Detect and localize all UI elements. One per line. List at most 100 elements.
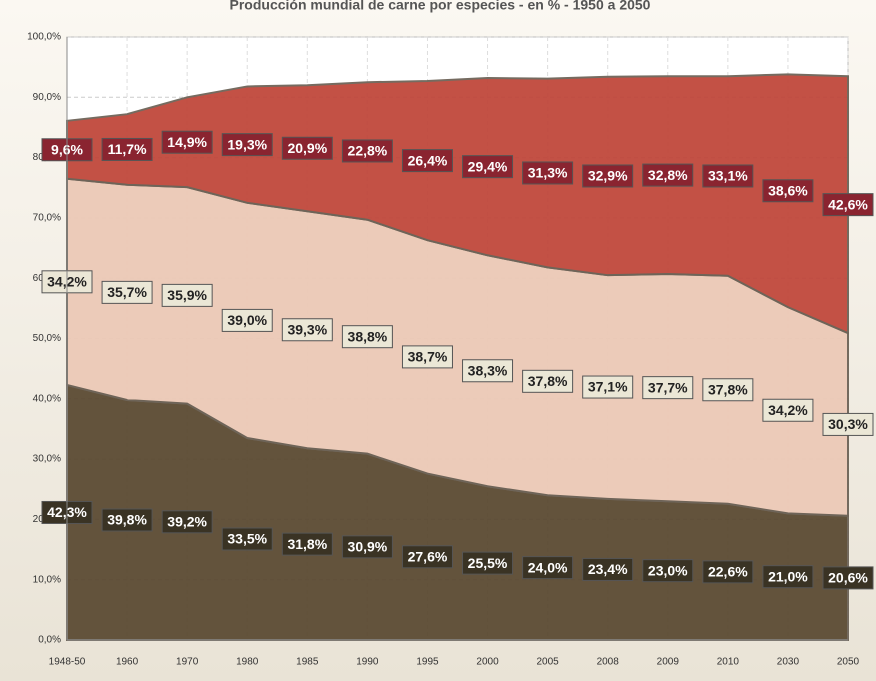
data-label-box xyxy=(101,508,153,532)
y-tick-label: 90,0% xyxy=(33,92,61,103)
data-label: 37,1% xyxy=(588,379,628,395)
data-label: 37,8% xyxy=(528,373,568,389)
data-label: 39,2% xyxy=(167,514,207,530)
data-label: 33,1% xyxy=(708,168,748,184)
data-label-box xyxy=(522,556,574,580)
data-label: 21,0% xyxy=(768,568,808,584)
data-label-box xyxy=(221,133,273,157)
data-label-box xyxy=(762,179,814,203)
data-label: 22,6% xyxy=(708,564,748,580)
data-label: 27,6% xyxy=(408,548,448,564)
data-label-box xyxy=(401,345,453,369)
data-label: 38,3% xyxy=(468,362,508,378)
y-tick-label: 40,0% xyxy=(33,393,61,404)
y-tick-label: 50,0% xyxy=(33,333,61,344)
data-label-box xyxy=(341,139,393,163)
x-tick-label: 2000 xyxy=(476,657,499,668)
data-label: 24,0% xyxy=(528,559,568,575)
data-label-box xyxy=(221,308,273,332)
data-label: 38,8% xyxy=(348,328,388,344)
data-label-box xyxy=(642,376,694,400)
data-label-box xyxy=(401,545,453,569)
y-tick-label: 100,0% xyxy=(27,32,61,43)
data-label-box xyxy=(221,527,273,551)
data-label-box xyxy=(281,318,333,342)
y-tick-label: 70,0% xyxy=(33,213,61,224)
x-tick-label: 2005 xyxy=(536,657,559,668)
data-label-box xyxy=(522,369,574,393)
data-label: 29,4% xyxy=(468,158,508,174)
data-label-box xyxy=(161,510,213,534)
data-label-box xyxy=(161,130,213,154)
data-label-box xyxy=(642,559,694,583)
data-label-box xyxy=(281,532,333,556)
x-tick-label: 2009 xyxy=(657,657,680,668)
data-label: 38,7% xyxy=(408,349,448,365)
data-label-box xyxy=(462,551,514,575)
data-label: 26,4% xyxy=(408,152,448,168)
data-label: 14,9% xyxy=(167,134,207,150)
data-label: 33,5% xyxy=(227,531,267,547)
data-label-box xyxy=(161,283,213,307)
data-label: 38,6% xyxy=(768,182,808,198)
x-tick-label: 1985 xyxy=(296,657,319,668)
data-label: 22,8% xyxy=(348,143,388,159)
data-label: 35,9% xyxy=(167,287,207,303)
data-label: 30,9% xyxy=(348,539,388,555)
data-label: 37,7% xyxy=(648,379,688,395)
data-label-box xyxy=(762,398,814,422)
x-tick-label: 2030 xyxy=(777,657,800,668)
data-label: 39,0% xyxy=(227,312,267,328)
data-label: 23,4% xyxy=(588,561,628,577)
data-label-box xyxy=(582,375,634,399)
data-label: 23,0% xyxy=(648,562,688,578)
data-label-box xyxy=(702,164,754,188)
data-label: 31,8% xyxy=(287,536,327,552)
x-tick-label: 2050 xyxy=(837,657,860,668)
x-tick-label: 2008 xyxy=(597,657,620,668)
data-label: 39,3% xyxy=(287,321,327,337)
x-tick-label: 1980 xyxy=(236,657,259,668)
x-tick-label: 1990 xyxy=(356,657,379,668)
data-label: 20,9% xyxy=(287,140,327,156)
data-label-box xyxy=(582,164,634,188)
data-label-box xyxy=(401,149,453,173)
data-label-box xyxy=(822,412,874,436)
data-label-box xyxy=(702,560,754,584)
data-label: 30,3% xyxy=(828,416,868,432)
data-label: 34,2% xyxy=(768,402,808,418)
data-label: 32,8% xyxy=(648,167,688,183)
data-label: 35,7% xyxy=(107,284,147,300)
data-label-box xyxy=(702,378,754,402)
data-label: 25,5% xyxy=(468,555,508,571)
data-label-box xyxy=(462,155,514,179)
data-label-box xyxy=(822,566,874,590)
y-tick-label: 30,0% xyxy=(33,454,61,465)
data-label-box xyxy=(101,137,153,161)
chart-title: Producción mundial de carne por especies… xyxy=(230,0,651,13)
data-label: 11,7% xyxy=(108,141,147,157)
data-label: 37,8% xyxy=(708,381,748,397)
data-label-box xyxy=(462,359,514,383)
y-tick-label: 0,0% xyxy=(38,635,61,646)
x-tick-label: 1960 xyxy=(116,657,139,668)
x-tick-label: 2010 xyxy=(717,657,740,668)
data-label-box xyxy=(522,161,574,185)
y-tick-label: 10,0% xyxy=(33,574,61,585)
x-tick-label: 1948-50 xyxy=(49,657,86,668)
data-label-box xyxy=(281,136,333,160)
data-label: 20,6% xyxy=(828,570,868,586)
data-label: 31,3% xyxy=(528,165,568,181)
data-label-box xyxy=(582,557,634,581)
data-label-box xyxy=(642,163,694,187)
x-tick-label: 1995 xyxy=(416,657,439,668)
data-label-box xyxy=(341,325,393,349)
data-label: 19,3% xyxy=(227,136,267,152)
data-label-box xyxy=(822,193,874,217)
data-label: 39,8% xyxy=(107,512,147,528)
data-label: 42,6% xyxy=(828,196,868,212)
data-label-box xyxy=(101,280,153,304)
data-label-box xyxy=(762,565,814,589)
